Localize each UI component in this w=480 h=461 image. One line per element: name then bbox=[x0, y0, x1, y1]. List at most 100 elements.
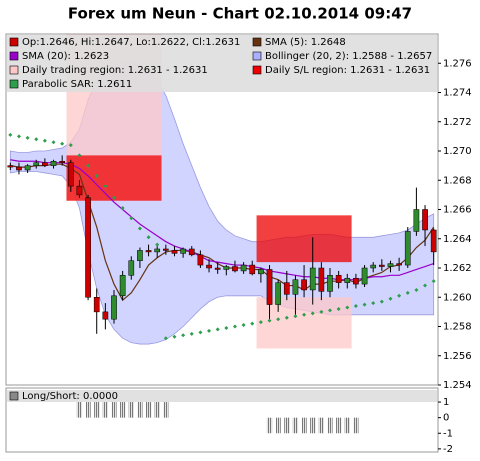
candle-body bbox=[59, 160, 66, 163]
candle-body bbox=[413, 209, 420, 232]
legend-label: Daily trading region: 1.2631 - 1.2631 bbox=[22, 65, 208, 76]
candle-body bbox=[335, 275, 342, 283]
sar-dot bbox=[302, 312, 307, 317]
candle-body bbox=[318, 267, 325, 292]
candle-body bbox=[197, 254, 204, 266]
bar bbox=[85, 402, 91, 418]
candle-body bbox=[283, 282, 290, 295]
candle-body bbox=[223, 266, 230, 270]
sar-dot bbox=[284, 315, 289, 320]
candle-body bbox=[378, 264, 385, 267]
y-tick-label: 1.262 bbox=[443, 263, 472, 274]
sar-dot bbox=[241, 323, 246, 328]
candle-body bbox=[76, 185, 83, 196]
sar-dot bbox=[362, 302, 367, 307]
sar-dot bbox=[397, 293, 402, 298]
candle-body bbox=[111, 295, 117, 320]
bar bbox=[111, 402, 117, 418]
sar-dot bbox=[388, 296, 393, 301]
candle-body bbox=[422, 209, 428, 231]
candle-body bbox=[42, 162, 48, 166]
y-tick-label: 1.264 bbox=[443, 234, 472, 245]
sar-dot bbox=[8, 132, 13, 137]
candle-body bbox=[387, 263, 394, 267]
legend-label: SMA (20): 1.2623 bbox=[22, 51, 109, 62]
bar bbox=[137, 402, 143, 418]
sar-dot bbox=[129, 216, 134, 221]
bar bbox=[76, 402, 83, 418]
sar-dot bbox=[172, 334, 177, 339]
sar-dot bbox=[68, 143, 73, 148]
candle-body bbox=[119, 275, 126, 297]
bar bbox=[163, 402, 169, 418]
legend-swatch bbox=[9, 65, 19, 75]
candle-body bbox=[430, 229, 437, 253]
sar-dot bbox=[16, 134, 21, 139]
sar-dot bbox=[163, 336, 168, 341]
candle-body bbox=[16, 166, 22, 171]
sar-dot bbox=[25, 135, 30, 140]
legend-label: Bollinger (20, 2): 1.2588 - 1.2657 bbox=[265, 51, 432, 62]
legend-swatch bbox=[252, 65, 262, 75]
candle-body bbox=[240, 264, 247, 272]
candle-body bbox=[327, 275, 333, 292]
sar-dot bbox=[250, 321, 255, 326]
sar-dot bbox=[276, 317, 281, 322]
candle-body bbox=[258, 269, 264, 275]
bar bbox=[310, 417, 316, 434]
sar-dot bbox=[336, 306, 341, 311]
sar-dot bbox=[189, 331, 194, 336]
legend-swatch bbox=[252, 51, 262, 61]
candle-body bbox=[396, 263, 402, 266]
legend-label: Op:1.2646, Hi:1.2647, Lo:1.2622, Cl:1.26… bbox=[22, 37, 240, 48]
sar-dot bbox=[319, 309, 324, 314]
legend-label: SMA (5): 1.2648 bbox=[265, 37, 346, 48]
candle-body bbox=[162, 248, 169, 251]
candle-body bbox=[180, 248, 186, 254]
region bbox=[256, 215, 352, 263]
legend-label: Daily S/L region: 1.2631 - 1.2631 bbox=[265, 65, 430, 76]
sar-dot bbox=[267, 318, 272, 323]
candle-body bbox=[404, 231, 411, 266]
bar bbox=[301, 417, 307, 434]
sar-dot bbox=[371, 301, 376, 306]
bar bbox=[292, 417, 299, 434]
candle-body bbox=[93, 297, 100, 313]
legend-label: Parabolic SAR: 1.2611 bbox=[22, 79, 132, 90]
sar-dot bbox=[155, 242, 160, 247]
sar-dot bbox=[42, 138, 47, 143]
y-tick-label: 1.276 bbox=[443, 58, 472, 69]
sar-dot bbox=[379, 299, 384, 304]
y-tick-label: 1.274 bbox=[443, 88, 472, 99]
y-tick-label: -2 bbox=[443, 444, 453, 455]
sar-dot bbox=[293, 314, 298, 319]
candle-body bbox=[7, 165, 14, 168]
y-tick-label: -1 bbox=[443, 428, 453, 439]
legend-swatch bbox=[9, 79, 19, 89]
plot-frame bbox=[5, 387, 439, 453]
bar bbox=[128, 402, 134, 418]
legend-box bbox=[7, 390, 437, 402]
sar-dot bbox=[60, 141, 65, 146]
sar-dot bbox=[353, 304, 358, 309]
sar-dot bbox=[345, 305, 350, 310]
sar-dot bbox=[146, 235, 151, 240]
y-tick-label: 1.266 bbox=[443, 205, 472, 216]
bar bbox=[120, 402, 126, 418]
sar-dot bbox=[310, 311, 315, 316]
sar-dot bbox=[137, 226, 142, 231]
candle-body bbox=[171, 250, 178, 254]
sar-dot bbox=[258, 320, 263, 325]
candle-body bbox=[67, 162, 74, 187]
y-tick-label: 1.260 bbox=[443, 292, 472, 303]
candle-body bbox=[232, 266, 238, 272]
sar-dot bbox=[198, 330, 203, 335]
sar-dot bbox=[120, 206, 125, 211]
candle-body bbox=[102, 311, 109, 320]
region bbox=[256, 297, 352, 349]
sar-dot bbox=[328, 308, 332, 313]
y-tick-label: 1.272 bbox=[443, 117, 472, 128]
candle-body bbox=[145, 250, 152, 253]
